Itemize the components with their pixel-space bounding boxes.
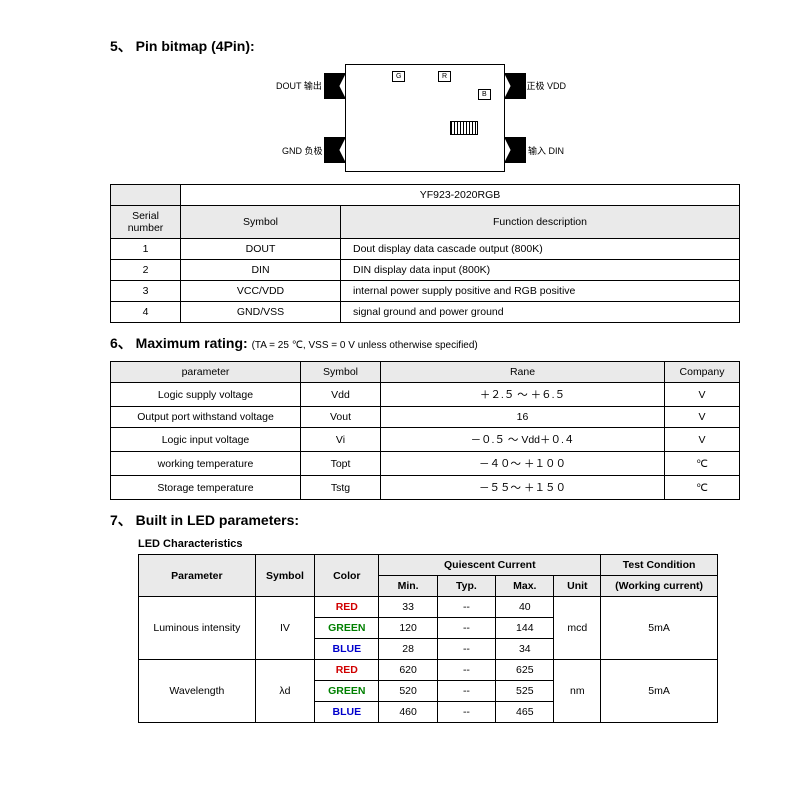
led-table: Parameter Symbol Color Quiescent Current… [138,554,718,723]
pin-label-dout: DOUT 输出 [276,79,322,92]
pin-th-serial: Serial number [111,206,181,239]
table-row: Logic supply voltageVdd＋２.５ ～ ＋６.５V [111,383,740,407]
led-th-tc: Test Condition [601,555,718,576]
table-row: 2DINDIN display data input (800K) [111,260,740,281]
led-th-wc: (Working current) [601,576,718,597]
led-th-param: Parameter [139,555,256,597]
table-row: Logic input voltageVi－０.５ ～ Vdd＋０.４V [111,428,740,452]
led-th-symbol: Symbol [255,555,314,597]
table-row: 3VCC/VDDinternal power supply positive a… [111,281,740,302]
chip-r-marker: R [438,71,451,82]
table-row: Storage temperatureTstg－５５～ ＋１５０℃ [111,476,740,500]
chip-b-marker: B [478,89,491,100]
led-th-min: Min. [379,576,437,597]
led-th-typ: Typ. [437,576,495,597]
led-th-qc: Quiescent Current [379,555,601,576]
pin-label-gnd: GND 负极 [282,144,323,157]
pin-table: YF923-2020RGB Serial number Symbol Funct… [110,184,740,323]
table-row: 4GND/VSSsignal ground and power ground [111,302,740,323]
pin-label-din: 输入 DIN [528,144,564,157]
pin-th-func: Function description [341,206,740,239]
chip-diagram: DOUT 输出 GND 负极 正极 VDD 输入 DIN G R B [110,64,740,172]
table-row: working temperatureTopt－４０～ ＋１００℃ [111,452,740,476]
table-row: Output port withstand voltageVout16V [111,407,740,428]
led-subtitle: LED Characteristics [138,538,740,550]
led-th-max: Max. [496,576,554,597]
table-row: Luminous intensityIVRED33--40mcd5mA [139,597,718,618]
section6-title: 6、 Maximum rating: (TA = 25 ℃, VSS = 0 V… [110,333,740,353]
chip-g-marker: G [392,71,405,82]
section6-note: (TA = 25 ℃, VSS = 0 V unless otherwise s… [252,340,478,351]
rating-th-param: parameter [111,362,301,383]
rating-th-symbol: Symbol [301,362,381,383]
rating-th-company: Company [665,362,740,383]
led-th-unit: Unit [554,576,601,597]
led-th-color: Color [315,555,379,597]
section7-title: 7、 Built in LED parameters: [110,510,740,530]
pin-th-symbol: Symbol [181,206,341,239]
table-row: WavelengthλdRED620--625nm5mA [139,660,718,681]
section5-title: 5、 Pin bitmap (4Pin): [110,36,740,56]
rating-table: parameter Symbol Rane Company Logic supp… [110,361,740,500]
table-row: 1DOUTDout display data cascade output (8… [111,239,740,260]
pin-label-vdd: 正极 VDD [526,79,566,92]
rating-th-range: Rane [381,362,665,383]
chip-ic-marker [450,121,478,135]
part-number: YF923-2020RGB [181,185,740,206]
